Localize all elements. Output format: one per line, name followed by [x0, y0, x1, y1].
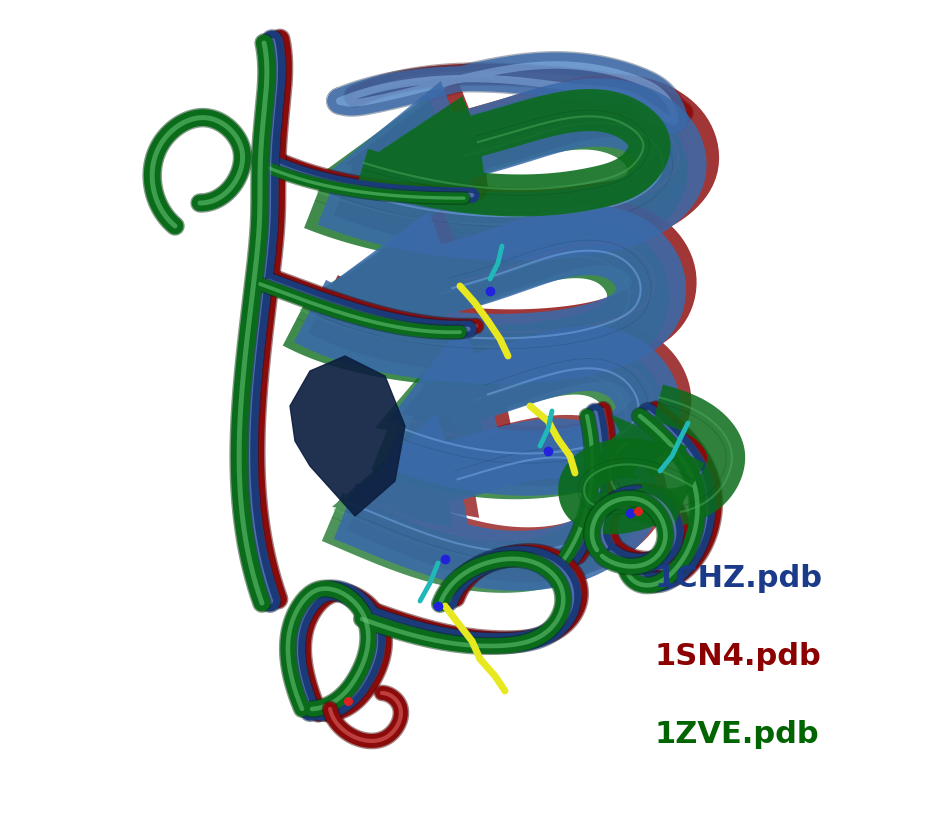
Polygon shape — [317, 79, 706, 260]
Polygon shape — [290, 356, 405, 516]
Polygon shape — [371, 337, 664, 499]
Text: 1ZVE.pdb: 1ZVE.pdb — [655, 720, 820, 750]
Polygon shape — [559, 438, 705, 541]
Polygon shape — [333, 414, 659, 591]
Polygon shape — [333, 74, 719, 251]
Polygon shape — [304, 89, 688, 264]
Polygon shape — [294, 205, 686, 384]
Polygon shape — [322, 427, 641, 593]
Polygon shape — [596, 384, 745, 526]
Polygon shape — [356, 89, 671, 217]
Polygon shape — [383, 324, 681, 496]
Polygon shape — [283, 216, 669, 387]
Polygon shape — [397, 322, 691, 486]
Text: 1SN4.pdb: 1SN4.pdb — [655, 642, 821, 672]
Polygon shape — [308, 200, 696, 374]
Text: 1CHZ.pdb: 1CHZ.pdb — [655, 564, 822, 594]
Polygon shape — [347, 412, 667, 582]
